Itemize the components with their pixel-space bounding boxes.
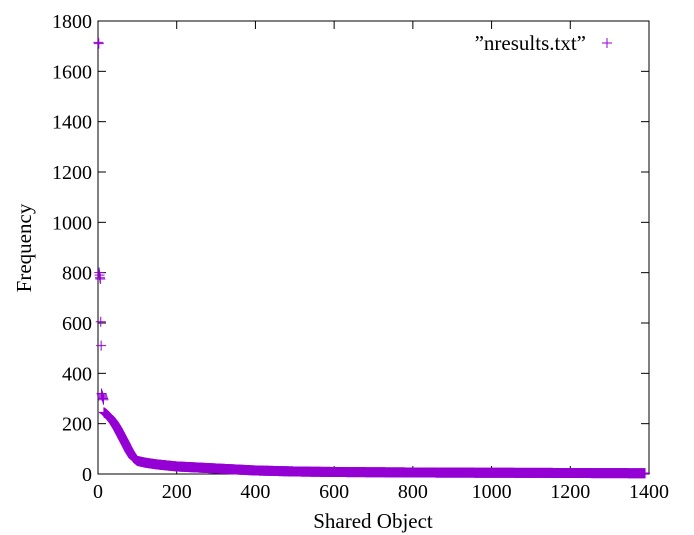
y-axis-ticks: 0 200 400 600 800 1000 1200 1400 1600 1800 <box>52 11 649 486</box>
y-tick-label: 1800 <box>52 11 92 33</box>
legend-marker <box>602 38 612 48</box>
plot-frame <box>97 20 650 475</box>
y-tick-label: 0 <box>82 464 92 486</box>
y-tick-label: 800 <box>62 263 92 285</box>
data-point <box>95 273 106 284</box>
x-tick-label: 200 <box>162 481 192 503</box>
data-point <box>93 38 104 49</box>
x-tick-label: 1200 <box>550 481 590 503</box>
legend-marker-plus <box>602 38 612 48</box>
data-point <box>95 316 106 327</box>
y-tick-label: 1600 <box>52 61 92 83</box>
data-point <box>96 340 107 351</box>
x-tick-label: 1400 <box>629 481 669 503</box>
data-point <box>98 394 109 405</box>
x-axis-label: Shared Object <box>313 509 433 533</box>
y-tick-label: 1000 <box>52 212 92 234</box>
y-tick-label: 400 <box>62 363 92 385</box>
x-tick-label: 800 <box>398 481 428 503</box>
y-axis-label: Frequency <box>12 203 36 292</box>
data-point <box>640 468 651 479</box>
y-tick-label: 600 <box>62 313 92 335</box>
data-points <box>93 37 651 479</box>
x-tick-label: 600 <box>319 481 349 503</box>
x-axis-ticks: 0 200 400 600 800 1000 1200 1400 <box>93 21 669 503</box>
legend-label: ”nresults.txt” <box>475 31 586 55</box>
y-tick-label: 1400 <box>52 112 92 134</box>
y-tick-label: 200 <box>62 414 92 436</box>
legend: ”nresults.txt” <box>475 31 612 55</box>
x-tick-label: 1000 <box>472 481 512 503</box>
x-tick-label: 400 <box>240 481 270 503</box>
y-tick-label: 1200 <box>52 162 92 184</box>
x-tick-label: 0 <box>93 481 103 503</box>
